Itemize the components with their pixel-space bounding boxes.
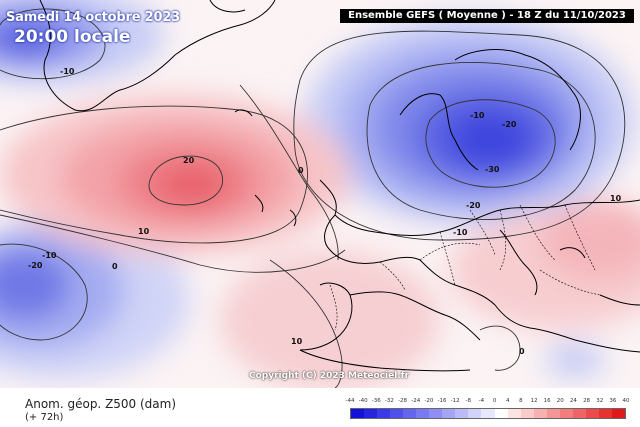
legend-tick-label: -24 (411, 398, 421, 404)
forecast-date: Samedi 14 octobre 2023 (6, 10, 181, 25)
contour-label: -10 (470, 111, 485, 120)
legend-swatch (416, 409, 430, 418)
legend-tick-label: -36 (371, 398, 381, 404)
legend-tick-label: -40 (358, 398, 368, 404)
legend-tick-label: -12 (450, 398, 460, 404)
footer-bar (0, 388, 640, 427)
contour-label: 0 (298, 166, 304, 175)
legend-tick-label: 4 (505, 398, 510, 404)
legend-swatch (377, 409, 391, 418)
contour-label: 20 (183, 156, 195, 165)
legend-swatch (507, 409, 521, 418)
legend-swatch (364, 409, 378, 418)
copyright-text: Copyright (C) 2023 Meteociel.fr (249, 371, 410, 381)
legend-tick-label: -44 (345, 398, 355, 404)
legend-tick-label: -16 (437, 398, 447, 404)
variable-name: Anom. géop. Z500 (dam) (25, 397, 177, 411)
run-info-banner: Ensemble GEFS ( Moyenne ) - 18 Z du 11/1… (340, 9, 634, 23)
legend-swatch (611, 409, 625, 418)
legend-swatch (429, 409, 443, 418)
contour-label: -20 (466, 201, 481, 210)
legend-tick-label: -28 (398, 398, 408, 404)
contour-label: -10 (453, 228, 468, 237)
contour-label: -30 (485, 165, 500, 174)
legend-tick-label: 40 (622, 398, 630, 404)
contour-label: 0 (112, 262, 118, 271)
legend-tick-label: -4 (478, 398, 485, 404)
legend-swatch (481, 409, 495, 418)
legend-tick-label: 12 (530, 398, 538, 404)
lead-time: (+ 72h) (25, 412, 64, 423)
legend-swatch (520, 409, 534, 418)
legend-swatch (559, 409, 573, 418)
legend-swatch (598, 409, 612, 418)
contour-label: -10 (42, 251, 57, 260)
contour-label: 10 (138, 227, 150, 236)
legend-tick-label: 8 (519, 398, 523, 404)
legend-swatch (572, 409, 586, 418)
contour-label: -20 (28, 261, 43, 270)
legend-swatch (585, 409, 599, 418)
legend-tick-label: 0 (492, 398, 497, 404)
color-legend (350, 408, 626, 419)
legend-tick-label: 16 (543, 398, 551, 404)
forecast-time: 20:00 locale (14, 27, 131, 47)
legend-swatch (468, 409, 482, 418)
legend-tick-label: 32 (596, 398, 604, 404)
legend-swatch (390, 409, 404, 418)
legend-tick-labels: -44 -40 -36 -32 -28 -24 -20 -16 -12 -8 -4 0 4 8 12 16 20… (346, 398, 630, 408)
legend-swatch (546, 409, 560, 418)
legend-swatch (494, 409, 508, 418)
legend-tick-label: -8 (465, 398, 472, 404)
contour-label: 0 (519, 347, 525, 356)
legend-tick-label: 28 (583, 398, 591, 404)
legend-tick-label: -20 (424, 398, 434, 404)
legend-swatch (533, 409, 547, 418)
legend-swatch (455, 409, 469, 418)
contour-label: 10 (291, 337, 303, 346)
legend-tick-label: -32 (384, 398, 394, 404)
legend-tick-label: 20 (556, 398, 564, 404)
legend-tick-label: 24 (569, 398, 577, 404)
contour-label: 10 (610, 194, 622, 203)
contour-label: -10 (60, 67, 75, 76)
contour-label: -20 (502, 120, 517, 129)
legend-swatch (351, 409, 365, 418)
legend-swatch (442, 409, 456, 418)
z500-anomaly-map: -10 20 0 -10 -20 -30 -20 -10 -20 -10 10 … (0, 0, 640, 388)
legend-tick-label: 36 (609, 398, 617, 404)
legend-swatch (403, 409, 417, 418)
